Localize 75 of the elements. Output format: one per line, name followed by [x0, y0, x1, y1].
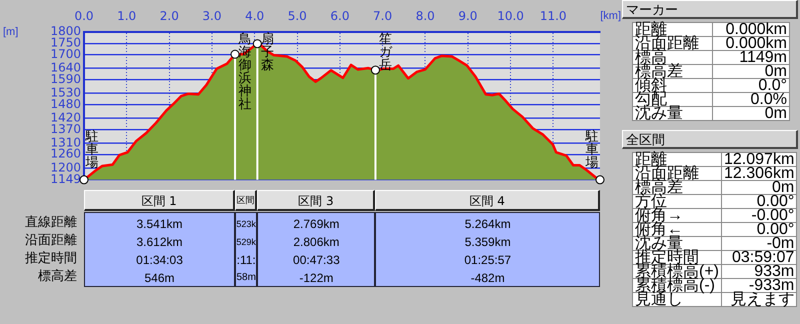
text: :11: — [236, 253, 256, 267]
category-label: 沿面距離 — [25, 233, 77, 248]
y-tick-label: 1640 — [50, 60, 81, 74]
y-tick-label: 1700 — [50, 46, 81, 61]
text: マーカー — [622, 0, 798, 19]
text: 0.0% — [750, 91, 787, 108]
y-tick-label: 1420 — [50, 110, 81, 124]
x-tick-label: 3.0 — [202, 8, 222, 23]
category-label: 沈み量 — [635, 105, 683, 122]
y-tick-label: 1370 — [50, 122, 81, 136]
text: 2.806km — [293, 235, 340, 249]
text: 3.612km — [136, 235, 183, 249]
text: -0m — [766, 235, 794, 252]
text: 529k — [236, 237, 256, 247]
x-tick-label: 4.0 — [245, 8, 264, 23]
text: 0.00° — [756, 221, 794, 238]
text: 0m — [764, 63, 787, 80]
x-tick-label: 2.0 — [160, 8, 179, 23]
category-label: 区間 — [235, 190, 258, 211]
text: 546m — [144, 271, 175, 285]
category-label: 傾斜 — [635, 77, 667, 94]
x-tick-label: 9.0 — [458, 8, 478, 23]
text: 0.0° — [758, 77, 787, 94]
y-tick-label: 1530 — [50, 85, 81, 100]
category-label: 勾配 — [635, 91, 667, 108]
text: 0m — [764, 105, 787, 122]
text: 00:47:33 — [293, 253, 340, 267]
text: 933m — [754, 263, 794, 280]
text: 523k — [236, 219, 256, 229]
category-label: 推定時間 — [25, 251, 77, 266]
category-label: 標高差 — [38, 269, 77, 284]
x-axis-title: [km] — [600, 10, 621, 22]
y-tick-label: 1310 — [50, 135, 81, 150]
text: 3.541km — [136, 217, 183, 231]
y-tick-label: 1590 — [50, 72, 81, 86]
text: -122m — [299, 271, 334, 285]
x-tick-label: 6.0 — [330, 8, 350, 23]
x-tick-label: 10.0 — [497, 8, 524, 23]
text: 2.769km — [293, 217, 340, 231]
annotation: 駐車場 — [84, 130, 98, 171]
text: -0.00° — [751, 207, 794, 224]
category-label: 直線距離 — [25, 215, 77, 230]
text: 0m — [772, 179, 794, 196]
y-tick-label: 1480 — [50, 96, 81, 111]
y-tick-label: 1260 — [50, 146, 81, 161]
text: 03:59:07 — [732, 249, 794, 266]
text: 01:34:03 — [136, 253, 183, 267]
x-tick-label: 1.0 — [117, 8, 136, 23]
text: 12.097km — [724, 151, 794, 168]
text: 見えます — [730, 291, 794, 308]
category-label: 区間 4 — [375, 190, 600, 211]
text: 全区間 — [622, 130, 798, 149]
y-tick-label: 1149 — [50, 172, 81, 186]
ref-line-label: 鳥海御浜神社 — [238, 32, 252, 112]
x-tick-label: 8.0 — [416, 8, 435, 23]
text: 01:25:57 — [464, 253, 512, 267]
text: 5.359km — [464, 235, 511, 249]
category-label: 区間 1 — [84, 190, 236, 211]
y-axis-title: [m] — [3, 26, 18, 38]
x-tick-label: 7.0 — [373, 8, 392, 23]
y-tick-label: 1200 — [50, 160, 81, 174]
category-label: 区間 3 — [257, 190, 376, 211]
x-tick-label: 11.0 — [540, 8, 567, 23]
x-tick-label: 5.0 — [288, 8, 307, 23]
text: 5.264km — [464, 217, 511, 231]
text: 0.000km — [726, 21, 787, 38]
x-tick-label: 0.0 — [74, 8, 94, 23]
text: 0.00° — [756, 193, 794, 210]
text: 1149m — [739, 49, 787, 66]
text: 12.306km — [724, 165, 794, 182]
category-label: 見通し — [635, 291, 683, 308]
text: 58m — [236, 272, 256, 283]
annotation: 駐車場 — [584, 130, 598, 171]
text: -482m — [470, 271, 505, 285]
text: 0.000km — [726, 35, 787, 52]
